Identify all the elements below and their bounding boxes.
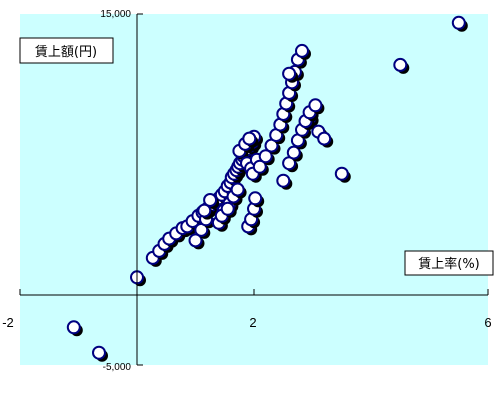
data-point bbox=[220, 201, 237, 218]
x-tick-label-left: -2 bbox=[2, 315, 14, 330]
data-point bbox=[197, 203, 214, 220]
data-point bbox=[230, 182, 247, 199]
data-point bbox=[264, 138, 281, 155]
data-point bbox=[242, 131, 259, 148]
data-point-marker bbox=[451, 15, 466, 30]
data-point bbox=[334, 166, 351, 183]
data-point bbox=[282, 66, 299, 83]
data-point bbox=[276, 173, 293, 190]
y-axis-title: 賃上額(円) bbox=[35, 45, 97, 60]
data-point-marker bbox=[248, 191, 263, 206]
data-point-marker bbox=[276, 173, 291, 188]
data-point bbox=[66, 320, 83, 337]
x-axis-title-box: 賃上率(%) bbox=[404, 250, 494, 276]
data-point bbox=[194, 222, 211, 239]
y-axis-title-box: 賃上額(円) bbox=[19, 37, 114, 64]
x-tick-label-right: 6 bbox=[484, 315, 491, 330]
data-point-marker bbox=[242, 131, 257, 146]
data-point bbox=[258, 149, 275, 166]
data-point bbox=[308, 98, 325, 115]
data-point-marker bbox=[295, 43, 309, 58]
data-points bbox=[66, 15, 468, 362]
data-point-marker bbox=[220, 201, 235, 216]
data-point-marker bbox=[286, 145, 301, 160]
data-point-marker bbox=[258, 149, 273, 164]
data-point bbox=[282, 156, 299, 173]
x-axis-title: 賃上率(%) bbox=[418, 256, 480, 272]
x-tick-label-middle: 2 bbox=[249, 315, 256, 330]
plot-area bbox=[20, 14, 488, 365]
data-point-marker bbox=[334, 166, 349, 181]
data-point bbox=[203, 193, 220, 209]
data-point bbox=[290, 133, 307, 150]
data-point-marker bbox=[282, 66, 297, 81]
data-point-marker bbox=[188, 233, 203, 248]
data-point-marker bbox=[317, 131, 332, 146]
data-point bbox=[188, 233, 205, 250]
data-point-marker bbox=[308, 98, 323, 113]
data-point-marker bbox=[393, 57, 408, 72]
data-point-marker bbox=[230, 182, 245, 197]
data-point bbox=[248, 191, 265, 208]
data-point bbox=[295, 43, 311, 60]
data-point bbox=[317, 131, 334, 148]
data-point bbox=[286, 145, 303, 162]
data-point bbox=[252, 159, 269, 176]
data-point bbox=[393, 57, 410, 74]
data-point-marker bbox=[203, 193, 218, 207]
y-tick-label-bottom: -5,000 bbox=[103, 362, 132, 373]
data-point-marker bbox=[92, 345, 106, 360]
data-point-marker bbox=[197, 203, 212, 218]
data-point bbox=[92, 345, 108, 362]
data-point-marker bbox=[66, 320, 81, 335]
data-point bbox=[451, 15, 468, 32]
data-point-marker bbox=[252, 159, 267, 174]
y-tick-label-top: 15,000 bbox=[100, 9, 131, 20]
